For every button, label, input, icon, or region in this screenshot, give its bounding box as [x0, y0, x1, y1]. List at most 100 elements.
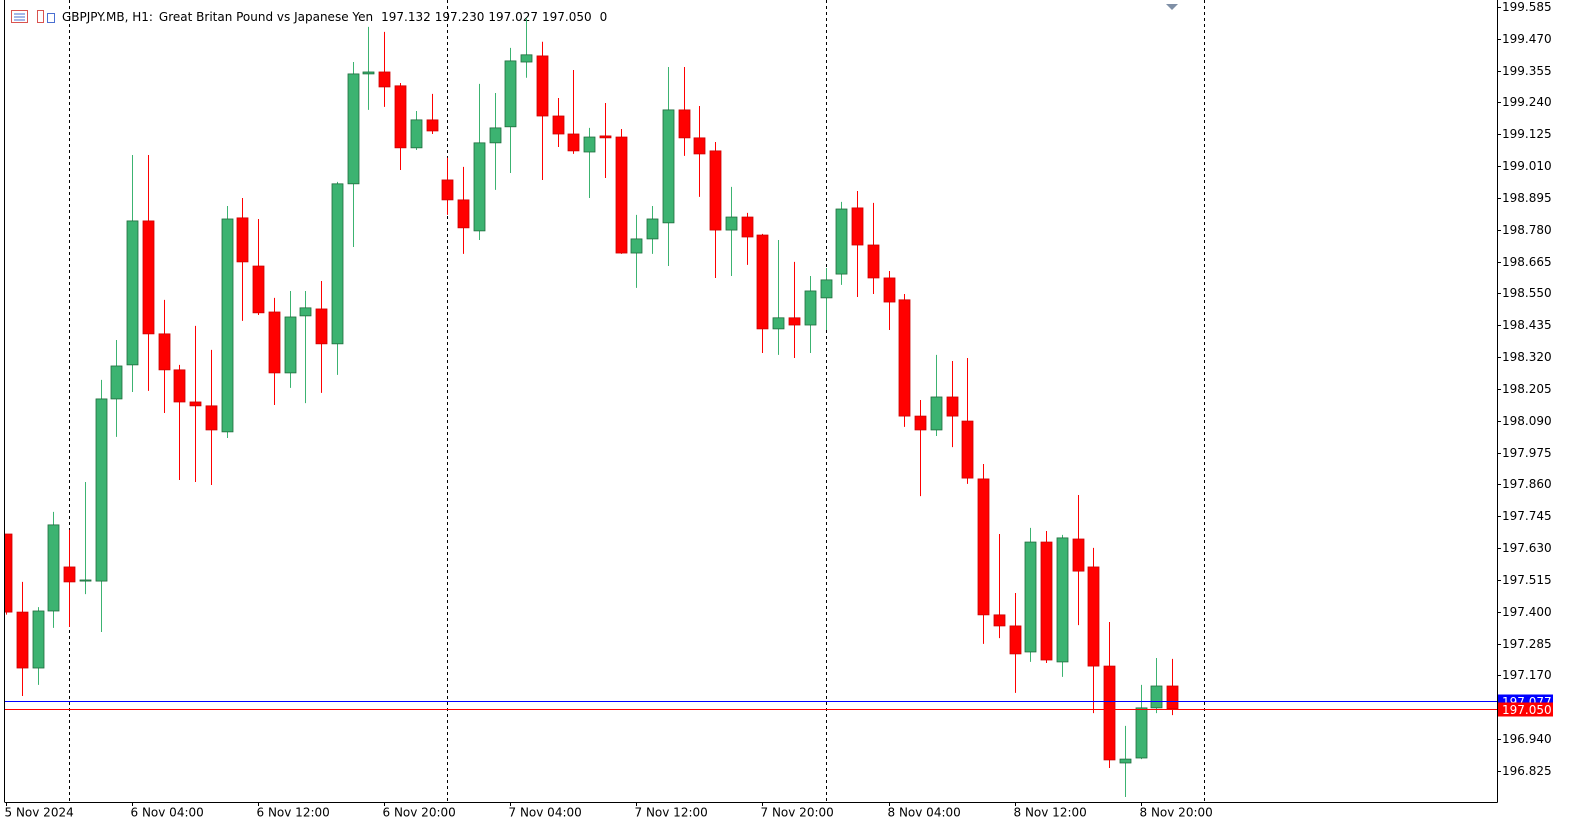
- candle-body: [835, 208, 848, 275]
- candle-body: [47, 524, 60, 612]
- candle-body: [441, 179, 454, 201]
- candle-body: [820, 279, 833, 299]
- candle-body: [504, 60, 517, 128]
- y-tick-label: 197.860: [1502, 477, 1552, 491]
- candle-body: [961, 420, 974, 479]
- candle-body: [536, 55, 549, 117]
- candle-body: [772, 317, 785, 330]
- candle-body: [662, 109, 675, 224]
- candle-body: [362, 71, 375, 75]
- candle-body: [426, 119, 439, 132]
- icon: [37, 10, 44, 23]
- y-tick-label: 196.940: [1502, 732, 1552, 746]
- y-tick-label: 198.665: [1502, 255, 1552, 269]
- candle-body: [142, 220, 155, 335]
- x-tick-label: 5 Nov 2024: [5, 806, 74, 820]
- candle-body: [520, 54, 533, 63]
- candle-body: [709, 150, 722, 231]
- candle-body: [158, 333, 171, 371]
- x-tick-label: 7 Nov 04:00: [509, 806, 582, 820]
- candle-body: [630, 238, 643, 254]
- candle-body: [898, 299, 911, 417]
- ohlc-label: 197.027: [488, 10, 538, 24]
- y-tick-label: 197.630: [1502, 541, 1552, 555]
- candle-body: [268, 311, 281, 374]
- candle-body: [1009, 625, 1022, 655]
- candle-body: [914, 415, 927, 431]
- ohlc-label: 197.230: [435, 10, 485, 24]
- candle-body: [930, 396, 943, 431]
- icon: [47, 13, 55, 23]
- x-tick-label: 7 Nov 20:00: [761, 806, 834, 820]
- candle-body: [236, 217, 249, 263]
- description: Great Britan Pound vs Japanese Yen: [159, 10, 373, 24]
- candle-body: [394, 85, 407, 149]
- y-tick-label: 198.090: [1502, 414, 1552, 428]
- x-tick-label: 7 Nov 12:00: [635, 806, 708, 820]
- candle-body: [1024, 541, 1037, 653]
- candle-body: [16, 611, 29, 669]
- candle-body: [1072, 538, 1085, 572]
- candle-body: [583, 136, 596, 153]
- candle-body: [678, 109, 691, 139]
- candle-body: [205, 405, 218, 431]
- candle-body: [489, 127, 502, 144]
- y-tick-label: 196.825: [1502, 764, 1552, 778]
- x-tick-label: 6 Nov 04:00: [131, 806, 204, 820]
- spread: 0: [600, 10, 608, 24]
- x-tick-label: 8 Nov 20:00: [1140, 806, 1213, 820]
- candle-body: [1040, 541, 1053, 661]
- y-tick-label: 197.285: [1502, 637, 1552, 651]
- candle-body: [741, 216, 754, 238]
- candle-body: [5, 533, 13, 613]
- y-tick-label: 198.320: [1502, 350, 1552, 364]
- x-tick-label: 6 Nov 12:00: [257, 806, 330, 820]
- y-tick-label: 198.780: [1502, 223, 1552, 237]
- ohlc-label: 197.132: [381, 10, 431, 24]
- candle-body: [347, 73, 360, 185]
- candle-body: [1166, 685, 1179, 710]
- y-tick-label: 197.170: [1502, 668, 1552, 682]
- candle-body: [126, 220, 139, 366]
- x-tick-label: 8 Nov 12:00: [1014, 806, 1087, 820]
- y-tick-label: 198.435: [1502, 318, 1552, 332]
- candle-body: [993, 614, 1006, 627]
- candle-body: [1135, 707, 1148, 759]
- price-label: 197.050: [1502, 703, 1552, 717]
- candle-body: [473, 142, 486, 232]
- candle-body: [646, 218, 659, 240]
- candle-body: [851, 207, 864, 246]
- candle-body: [756, 234, 769, 330]
- candle-body: [946, 396, 959, 417]
- y-tick-label: 198.550: [1502, 286, 1552, 300]
- candle-body: [552, 115, 565, 135]
- candle-body: [173, 369, 186, 403]
- candle-body: [599, 135, 612, 139]
- candle-body: [804, 290, 817, 326]
- y-tick-label: 199.240: [1502, 95, 1552, 109]
- chart-header: GBPJPY.MB, H1: Great Britan Pound vs Japa…: [62, 10, 607, 24]
- y-tick-label: 199.355: [1502, 64, 1552, 78]
- candle-body: [378, 71, 391, 88]
- x-tick-label: 6 Nov 20:00: [383, 806, 456, 820]
- candle-body: [693, 137, 706, 155]
- candle-body: [1119, 758, 1132, 764]
- candle-body: [221, 218, 234, 433]
- toolbar-icons: [11, 10, 55, 23]
- candle-body: [1150, 685, 1163, 709]
- candle-body: [567, 133, 580, 152]
- y-tick-label: 199.470: [1502, 32, 1552, 46]
- x-tick-label: 8 Nov 04:00: [888, 806, 961, 820]
- candle-body: [63, 566, 76, 583]
- candle-body: [1087, 566, 1100, 667]
- symbol: GBPJPY.MB, H1:: [62, 10, 153, 24]
- y-tick-label: 197.515: [1502, 573, 1552, 587]
- y-tick-label: 197.745: [1502, 509, 1552, 523]
- y-tick-label: 197.975: [1502, 446, 1552, 460]
- candle-body: [252, 265, 265, 314]
- candle-body: [410, 119, 423, 149]
- y-tick-label: 199.010: [1502, 159, 1552, 173]
- y-tick-label: 198.895: [1502, 191, 1552, 205]
